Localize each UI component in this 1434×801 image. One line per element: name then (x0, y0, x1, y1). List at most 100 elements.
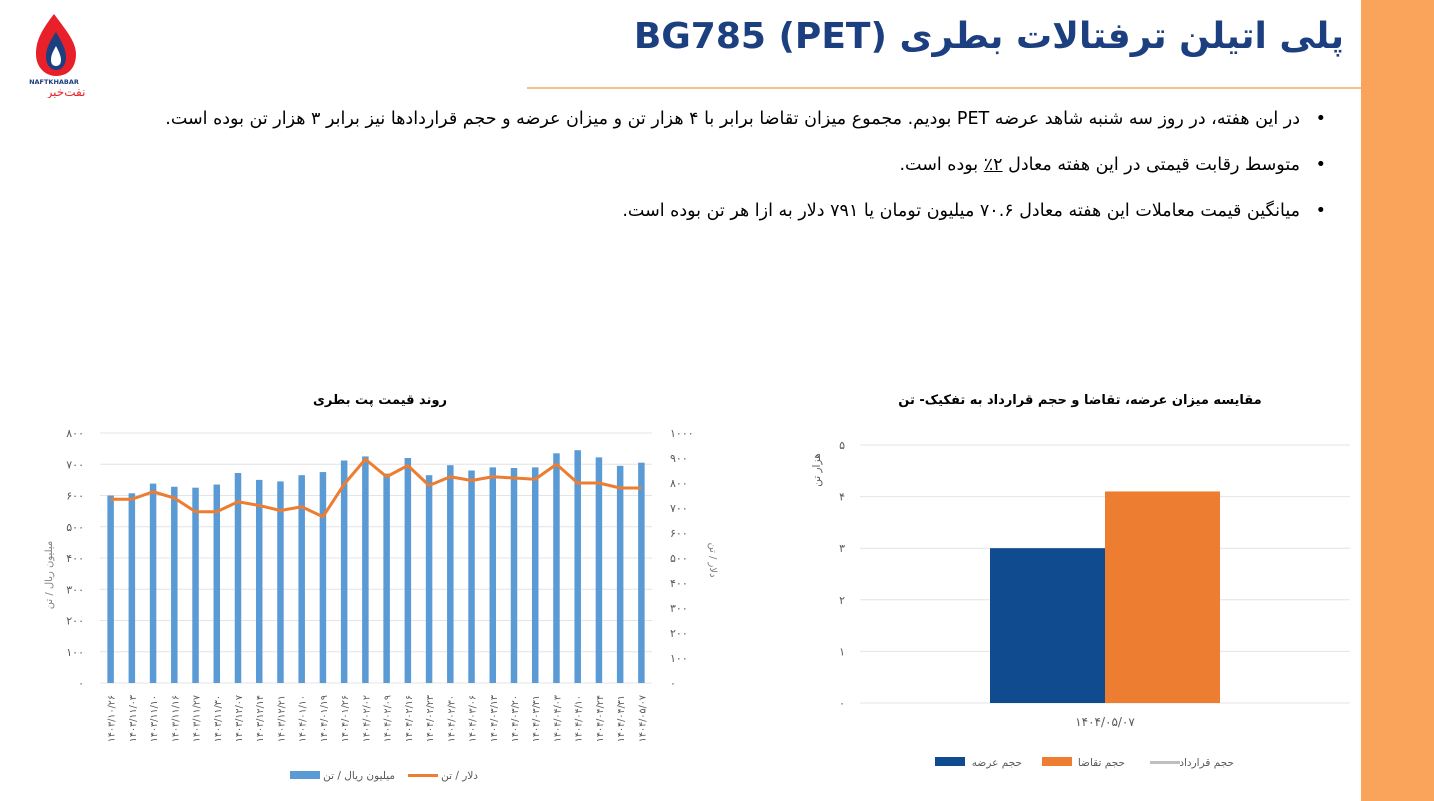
price-bar (277, 481, 284, 683)
y-tick-label: ۲۰۰ (66, 615, 84, 628)
legend-label: حجم عرضه (972, 757, 1022, 769)
y-tick-label: ۴۰۰ (66, 552, 84, 565)
y-tick-label: ۲ (839, 594, 845, 607)
y-axis-title: هزار تن (811, 453, 823, 487)
x-tick-label: ۱۴۰۴/۰۳/۰۶ (468, 695, 479, 742)
y-tick-label: ۳ (839, 542, 845, 555)
logo-latin-text: NAFTKHABAR (29, 78, 79, 86)
x-tick-label: ۱۴۰۴/۰۴/۰۳ (552, 695, 563, 742)
x-tick-label: ۱۴۰۳/۱۰/۲۶ (107, 695, 118, 742)
price-bar (319, 472, 327, 683)
x-tick-label: ۱۴۰۴/۰۲/۰۲ (361, 695, 372, 742)
y2-tick-label: ۹۰۰ (670, 452, 688, 465)
price-bar (574, 450, 581, 683)
price-bar (192, 487, 199, 683)
x-tick-label: ۱۴۰۴/۰۲/۱۶ (404, 695, 415, 742)
price-bar (616, 465, 624, 683)
price-bar (553, 453, 560, 683)
x-tick-label: ۱۴۰۴/۰۳/۲۰ (510, 695, 521, 742)
y-tick-label: ۸۰۰ (66, 427, 84, 440)
y-axis-title: میلیون ریال / تن (44, 541, 55, 609)
bullet-item: در این هفته، در روز سه شنبه شاهد عرضه PE… (120, 96, 1326, 142)
x-tick-label: ۱۴۰۴/۰۴/۱۰ (574, 695, 585, 742)
price-bar (404, 458, 412, 683)
price-bar (171, 486, 178, 683)
x-tick-label: ۱۴۰۴/۰۵/۰۷ (1075, 715, 1135, 729)
y2-axis-title: دلار / تن (707, 542, 718, 577)
volume-comparison-chart: ۰ ۱ ۲ ۳ ۴ ۵ هزار تن ۱۴۰۴/۰۵/۰۷ حجم عرضه حجم تقاضا… (811, 439, 1350, 769)
summary-bullets: در این هفته، در روز سه شنبه شاهد عرضه PE… (120, 96, 1332, 234)
price-bar (638, 462, 645, 683)
x-tick-label: ۱۴۰۴/۰۴/۳۱ (616, 695, 627, 742)
price-bar (149, 483, 157, 683)
bullet-item: میانگین قیمت معاملات این هفته معادل ۷۰.۶… (120, 188, 1326, 234)
legend-swatch (935, 757, 965, 766)
price-bar (531, 467, 539, 683)
x-tick-label: ۱۴۰۴/۰۱/۱۰ (298, 695, 309, 742)
x-tick-label: ۱۴۰۳/۱۱/۰۳ (128, 695, 139, 742)
title-divider (527, 87, 1361, 89)
y-tick-label: ۱۰۰ (66, 646, 84, 659)
logo-text: نفت‌خبر (46, 85, 86, 98)
y2-tick-label: ۴۰۰ (670, 577, 688, 590)
y-tick-label: ۳۰۰ (66, 583, 84, 596)
price-bar (595, 457, 603, 683)
x-tick-label: ۱۴۰۴/۰۲/۰۹ (383, 695, 394, 742)
y2-tick-label: ۷۰۰ (670, 502, 688, 515)
price-bar (489, 467, 497, 683)
legend-line-swatch (408, 774, 438, 777)
x-tick-label: ۱۴۰۴/۰۲/۳۰ (446, 695, 457, 742)
y2-tick-label: ۲۰۰ (670, 627, 688, 640)
legend-line-label: دلار / تن (441, 770, 478, 782)
volume-chart-title: مقایسه میزان عرضه، تقاضا و حجم قرارداد ب… (898, 393, 1262, 408)
y-tick-label: ۰ (78, 677, 84, 690)
price-bar (234, 473, 242, 683)
price-bar (447, 465, 454, 683)
y-tick-label: ۱ (839, 645, 845, 658)
legend-swatch (1150, 761, 1180, 764)
x-tick-label: ۱۴۰۴/۰۱/۲۶ (340, 695, 351, 742)
legend-label: حجم قرارداد (1179, 757, 1234, 769)
y-tick-label: ۶۰۰ (66, 490, 84, 503)
page-title: پلی اتیلن ترفتالات بطری BG785 (PET) (633, 16, 1344, 57)
price-bar (468, 470, 475, 683)
price-bar (340, 460, 348, 683)
y2-tick-label: ۱۰۰۰ (670, 427, 694, 440)
price-bar (510, 468, 518, 683)
price-bar (213, 484, 221, 683)
y2-tick-label: ۰ (670, 677, 676, 690)
price-bar (383, 473, 390, 683)
x-tick-label: ۱۴۰۳/۱۱/۲۷ (192, 695, 203, 742)
x-tick-label: ۱۴۰۳/۱۱/۱۶ (170, 695, 181, 742)
bullet-text: بوده است. (899, 155, 984, 175)
y2-tick-label: ۸۰۰ (670, 477, 688, 490)
sidebar-accent (1361, 0, 1434, 801)
bullet-text: متوسط رقابت قیمتی در این هفته معادل (1002, 155, 1300, 175)
volume-bar (1105, 491, 1220, 703)
price-bar (362, 456, 369, 683)
x-tick-label: ۱۴۰۳/۱۱/۱۰ (149, 695, 160, 742)
price-bar (298, 475, 305, 683)
price-bar (107, 495, 114, 683)
price-bar (255, 479, 263, 683)
price-trend-chart: ۰ ۱۰۰ ۲۰۰ ۳۰۰ ۴۰۰ ۵۰۰ ۶۰۰ ۷۰۰ ۸۰۰ ۰ ۱۰۰ ۲۰۰ ۳۰۰ ۴۰۰ ۵۰… (44, 427, 718, 782)
x-tick-label: ۱۴۰۳/۱۲/۱۴ (255, 695, 266, 742)
volume-bar (990, 548, 1105, 703)
price-bar (128, 493, 136, 683)
x-tick-label: ۱۴۰۴/۰۲/۲۳ (425, 695, 436, 742)
y-tick-label: ۵ (839, 439, 845, 452)
dollar-price-line (110, 457, 642, 519)
y2-tick-label: ۵۰۰ (670, 552, 688, 565)
y-tick-label: ۷۰۰ (66, 458, 84, 471)
x-tick-label: ۱۴۰۴/۰۴/۲۴ (595, 695, 606, 742)
y2-tick-label: ۱۰۰ (670, 652, 688, 665)
y2-tick-label: ۳۰۰ (670, 602, 688, 615)
naftkhabar-logo: NAFTKHABAR نفت‌خبر (28, 10, 96, 100)
legend-bar-swatch (290, 771, 320, 779)
y-tick-label: ۴ (839, 491, 845, 504)
legend-label: حجم تقاضا (1078, 757, 1125, 769)
x-tick-label: ۱۴۰۴/۰۱/۱۹ (319, 695, 330, 742)
price-bar (425, 475, 433, 683)
x-tick-label: ۱۴۰۳/۱۱/۳۰ (213, 695, 224, 742)
y-tick-label: ۵۰۰ (66, 521, 84, 534)
